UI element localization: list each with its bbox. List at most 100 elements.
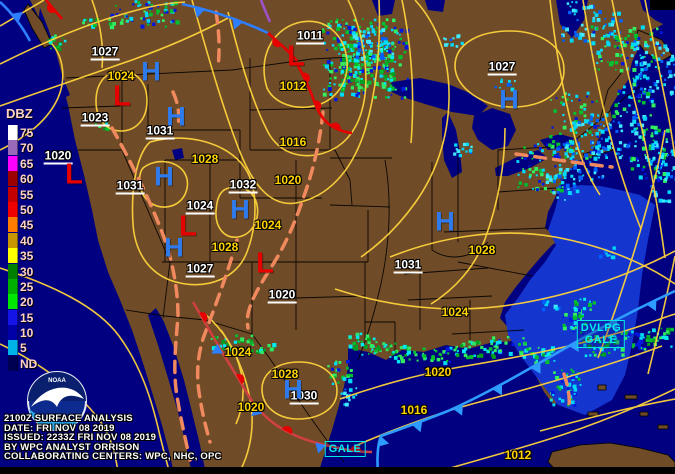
legend-swatch	[8, 201, 18, 217]
low-pressure-symbol: L	[65, 158, 83, 191]
cold-front-symbol	[232, 18, 243, 30]
isobar-label: 1024	[254, 218, 282, 232]
legend-swatch	[8, 355, 18, 371]
pressure-center-label: 1024	[185, 198, 215, 215]
legend-swatch	[8, 232, 18, 248]
stationary-front-texas	[191, 301, 373, 454]
legend-value: 10	[20, 326, 34, 341]
warm-front-symbol	[350, 445, 362, 452]
high-pressure-symbol: H	[164, 232, 184, 263]
footer-line: COLLABORATING CENTERS: WPC, NHC, OPC	[4, 451, 222, 463]
legend-swatch	[8, 325, 18, 341]
legend-swatch	[8, 171, 18, 187]
legend-entry: 35	[8, 248, 34, 264]
legend-value: 20	[20, 295, 34, 310]
legend-value: 70	[20, 141, 34, 156]
isobar-label: 1028	[191, 152, 219, 166]
low-pressure-symbol: L	[113, 80, 131, 113]
legend-value: 5	[20, 341, 27, 356]
occluded-front-stub	[259, 0, 272, 23]
footer-line: BY WPC ANALYST ORRISON	[4, 441, 140, 453]
isobar-label: 1024	[107, 69, 135, 83]
legend-swatch	[8, 248, 18, 264]
warm-front-symbol	[302, 72, 310, 84]
warm-front-symbol	[282, 426, 293, 435]
isobar-label: 1016	[279, 135, 307, 149]
warm-front-symbol	[313, 100, 322, 111]
high-pressure-symbol: H	[141, 56, 161, 87]
cold-front-symbol	[194, 6, 205, 18]
cold-front-symbol	[492, 384, 503, 396]
legend-value: 25	[20, 279, 34, 294]
legend-entry: ND	[8, 355, 37, 371]
pressure-center-label: 1011	[295, 28, 325, 45]
low-pressure-symbol: L	[287, 40, 305, 73]
legend-value: 75	[20, 126, 34, 140]
legend-entry: 65	[8, 155, 33, 171]
legend-swatch	[8, 278, 18, 294]
legend-value: 55	[20, 187, 34, 202]
cold-front-symbol	[378, 435, 390, 447]
isobar-label: 1012	[279, 79, 307, 93]
legend-entry: 15	[8, 309, 34, 325]
legend-swatch	[8, 309, 18, 325]
analysis-footer: 2100Z SURFACE ANALYSIS DATE: FRI NOV 08 2…	[4, 414, 222, 462]
legend-entry: 10	[8, 325, 34, 341]
isobar-label: 1020	[237, 400, 265, 414]
cold-front-symbol	[11, 11, 23, 23]
legend-swatch	[8, 155, 18, 171]
isobar-label: 1020	[274, 173, 302, 187]
legend-entry: 45	[8, 217, 34, 233]
legend-value: ND	[20, 356, 38, 371]
cold-front-symbol	[452, 404, 463, 416]
isobar-label: 1016	[400, 403, 428, 417]
pressure-center-label: 1027	[487, 59, 517, 76]
legend-entry: 55	[8, 186, 34, 202]
legend-value: 35	[20, 249, 34, 264]
cold-front-symbol	[211, 343, 223, 354]
cold-front-north	[181, 2, 269, 35]
pressure-center-label: 1020	[43, 148, 73, 165]
bottom-border-strip	[0, 467, 675, 474]
high-pressure-symbol: H	[154, 161, 174, 192]
legend-swatch	[8, 263, 18, 279]
legend-swatch	[8, 340, 18, 356]
isobar-label: 1028	[468, 243, 496, 257]
front-symbols	[11, 3, 657, 454]
legend-entry: 70	[8, 140, 34, 156]
noaa-logo: NOAA	[27, 371, 87, 431]
footer-line: DATE: FRI NOV 08 2019	[4, 422, 115, 434]
legend-swatch	[8, 125, 18, 140]
high-pressure-symbol: H	[166, 101, 186, 132]
high-pressure-symbol: H	[499, 84, 519, 115]
legend-value: 30	[20, 264, 34, 279]
gale-warning-box: GALE	[324, 441, 366, 457]
footer-line: ISSUED: 2233Z FRI NOV 08 2019	[4, 432, 157, 444]
legend-entry: 5	[8, 340, 33, 356]
cold-front-symbol	[607, 319, 618, 331]
legend-entry: 25	[8, 278, 34, 294]
pressure-center-label: 1023	[80, 110, 110, 127]
pressure-center-label: 1031	[393, 257, 423, 274]
dbz-legend-title: DBZ	[6, 106, 33, 121]
cold-front-symbol	[568, 340, 579, 352]
legend-swatch	[8, 140, 18, 156]
warm-front-symbol	[272, 38, 282, 48]
corner-strip	[650, 0, 675, 10]
isobar-label: 1012	[504, 448, 532, 462]
cold-front-symbol	[251, 405, 263, 417]
legend-entry: 40	[8, 232, 33, 248]
legend-entry: 50	[8, 201, 33, 217]
noaa-logo-text: NOAA	[48, 378, 66, 384]
isobar-label: 1020	[424, 365, 452, 379]
warm-front-symbol	[330, 122, 341, 131]
legend-value: 15	[20, 310, 34, 325]
warm-front-symbol	[236, 373, 245, 385]
warm-front-symbol	[47, 3, 57, 14]
legend-value: 45	[20, 218, 34, 233]
warm-front-symbol	[199, 312, 208, 323]
high-pressure-symbol: H	[230, 194, 250, 225]
low-pressure-symbol: L	[256, 247, 274, 280]
